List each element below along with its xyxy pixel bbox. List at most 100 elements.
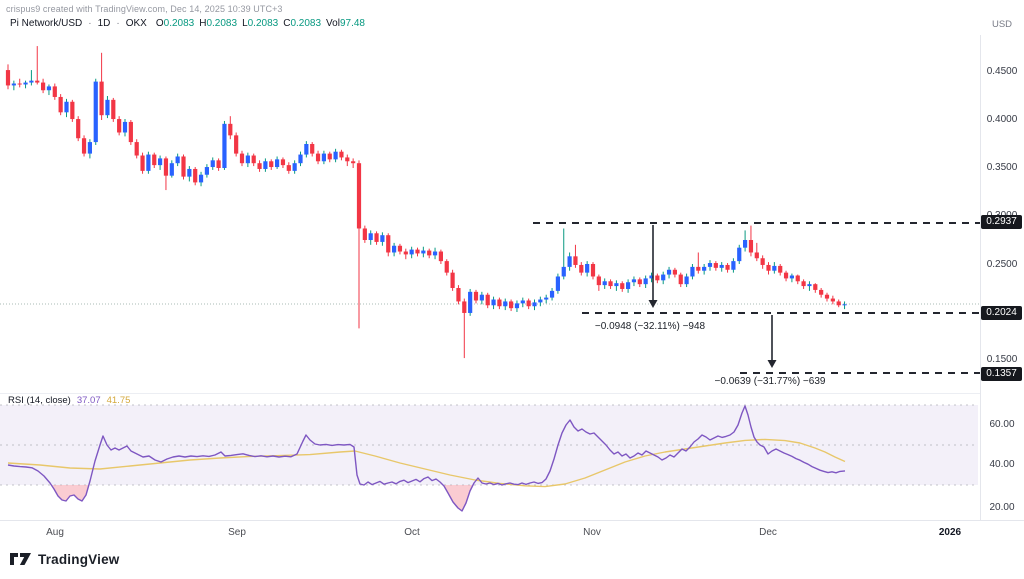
candle-body: [140, 155, 145, 171]
candle-body: [158, 158, 163, 166]
candle-body: [813, 284, 818, 290]
candle-body: [5, 70, 11, 86]
candle-body: [731, 261, 736, 270]
candle-body: [403, 251, 408, 255]
candle-body: [836, 301, 841, 306]
candle-body: [842, 304, 847, 306]
rsi-value: 37.07: [76, 395, 101, 406]
price-tick: 0.4500: [986, 66, 1018, 77]
price-axis-border[interactable]: [980, 35, 981, 520]
candle-body: [772, 265, 777, 271]
candle-body: [35, 80, 40, 83]
rsi-indicator-pane[interactable]: [0, 393, 980, 523]
candle-body: [128, 121, 133, 143]
price-tick: 0.2500: [986, 259, 1018, 270]
time-label-nov[interactable]: Nov: [583, 527, 601, 538]
candle-body: [111, 99, 116, 120]
candle-body: [298, 154, 303, 164]
candle-body: [315, 153, 321, 162]
candle-body: [397, 245, 403, 252]
rsi-legend[interactable]: RSI (14, close) 37.07 41.75: [8, 395, 130, 406]
candle-body: [655, 275, 660, 281]
rsi-band: [0, 405, 978, 485]
candle-body: [824, 294, 830, 299]
candle-body: [210, 160, 215, 168]
candle-body: [725, 264, 730, 270]
candle-body: [362, 228, 367, 240]
measure-label-0: −0.0948 (−32.11%) −948: [594, 321, 706, 332]
symbol-name[interactable]: Pi Network/USD: [10, 18, 83, 29]
candle-body: [52, 86, 57, 97]
candlestick-chart[interactable]: [0, 35, 980, 393]
candle-body: [11, 83, 16, 86]
pane-divider[interactable]: [0, 393, 980, 394]
measure-label-1: −0.0639 (−31.77%) −639: [714, 376, 826, 387]
candle-body: [485, 294, 490, 306]
candle-body: [509, 301, 514, 309]
candle-body: [304, 144, 309, 155]
separator-dot: ·: [116, 18, 120, 29]
measure-arrowhead-1: [767, 360, 777, 368]
symbol-info-bar[interactable]: Pi Network/USD · 1D · OKX O0.2083 H0.208…: [10, 18, 365, 29]
candle-body: [514, 303, 520, 309]
measure-arrowhead-0: [648, 300, 658, 308]
candle-body: [228, 123, 233, 136]
candle-body: [830, 298, 835, 302]
candle-body: [222, 123, 227, 168]
candle-body: [234, 135, 239, 154]
candle-body: [608, 281, 613, 287]
candle-body: [684, 276, 689, 285]
candle-body: [462, 301, 467, 313]
time-axis-border: [0, 520, 1024, 521]
time-label-2026[interactable]: 2026: [938, 527, 962, 538]
candle-body: [64, 101, 69, 113]
candle-body: [532, 302, 537, 307]
price-tick: 0.1500: [986, 354, 1018, 365]
candle-body: [666, 269, 672, 275]
candle-body: [678, 274, 683, 285]
candle-body: [590, 264, 596, 277]
candle-body: [286, 165, 291, 171]
time-label-oct[interactable]: Oct: [404, 527, 420, 538]
candle-body: [280, 159, 286, 166]
candle-body: [345, 157, 350, 162]
volume-readout: Vol97.48: [326, 18, 365, 29]
interval-label[interactable]: 1D: [97, 18, 111, 29]
candle-body: [415, 249, 420, 254]
candle-body: [46, 86, 52, 91]
candle-body: [690, 266, 695, 277]
candle-body: [41, 82, 46, 91]
candle-body: [661, 274, 666, 281]
price-tick: 60.00: [989, 419, 1015, 430]
candle-body: [152, 154, 157, 166]
candle-body: [175, 156, 180, 164]
candle-body: [789, 275, 794, 279]
exchange-label: OKX: [125, 18, 147, 29]
candle-body: [579, 264, 584, 273]
candle-body: [216, 160, 221, 168]
candle-body: [497, 299, 502, 307]
candle-body: [134, 142, 139, 156]
time-label-aug[interactable]: Aug: [46, 527, 64, 538]
time-label-dec[interactable]: Dec: [759, 527, 777, 538]
candle-body: [193, 168, 198, 183]
candle-body: [743, 240, 748, 248]
time-label-sep[interactable]: Sep: [228, 527, 246, 538]
candle-body: [526, 300, 531, 307]
candle-body: [187, 168, 192, 177]
candlestick-series: [5, 46, 847, 359]
candle-body: [263, 161, 268, 169]
candle-body: [807, 284, 812, 287]
separator-dot: ·: [88, 18, 92, 29]
candle-body: [23, 82, 28, 85]
candle-body: [754, 252, 759, 259]
candle-body: [637, 279, 642, 285]
candle-body: [99, 81, 104, 116]
price-tick: 0.3500: [986, 162, 1018, 173]
candle-body: [310, 144, 315, 154]
candle-body: [456, 288, 461, 302]
tradingview-logo[interactable]: TradingView: [10, 551, 119, 567]
price-label-badge: 0.1357: [981, 367, 1022, 381]
candle-body: [169, 163, 174, 176]
candle-body: [351, 161, 356, 164]
